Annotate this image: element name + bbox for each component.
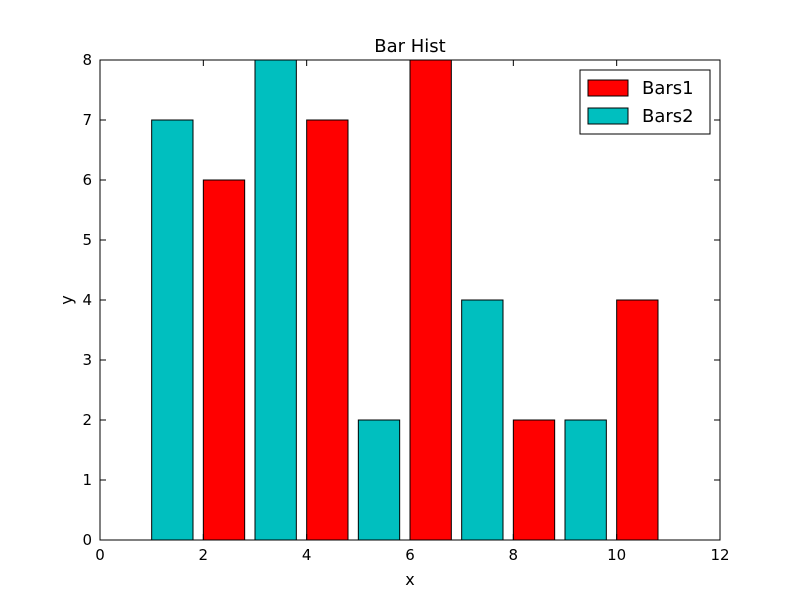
bar-bars1-2 xyxy=(409,59,452,541)
x-tick-label: 12 xyxy=(710,546,729,564)
x-tick-label: 8 xyxy=(509,546,519,564)
bar-bars1-0 xyxy=(202,179,246,541)
bar-bars2-2 xyxy=(357,419,401,541)
y-tick-label: 8 xyxy=(82,51,92,69)
bar-bars2-0 xyxy=(151,119,194,541)
y-tick-label: 2 xyxy=(82,411,92,429)
x-tick-label: 6 xyxy=(405,546,415,564)
x-axis-ticks: 0 2 4 6 8 10 12 xyxy=(95,60,730,564)
y-tick-label: 7 xyxy=(82,111,92,129)
bar-bars1-1 xyxy=(306,119,349,541)
x-axis-label: x xyxy=(405,570,414,589)
y-tick-label: 4 xyxy=(82,291,92,309)
y-tick-label: 5 xyxy=(82,231,92,249)
y-tick-label: 3 xyxy=(82,351,92,369)
legend-label-bars1: Bars1 xyxy=(642,78,694,99)
legend-swatch-bars2 xyxy=(587,107,629,125)
bar-bars2-1 xyxy=(254,59,297,541)
y-tick-label: 1 xyxy=(82,471,92,489)
chart-title: Bar Hist xyxy=(374,36,445,57)
bars-group xyxy=(151,59,659,541)
legend-label-bars2: Bars2 xyxy=(642,106,694,127)
bar-bars1-4 xyxy=(616,299,659,541)
bar-bars2-4 xyxy=(564,419,607,541)
legend-swatch-bars1 xyxy=(587,79,629,97)
y-axis-ticks: 0 1 2 3 4 5 6 7 8 xyxy=(82,51,720,549)
bar-bars2-3 xyxy=(461,299,504,541)
x-tick-label: 10 xyxy=(607,546,626,564)
x-tick-label: 2 xyxy=(199,546,209,564)
x-tick-label: 0 xyxy=(95,546,105,564)
bar-bars1-3 xyxy=(512,419,556,541)
x-tick-label: 4 xyxy=(302,546,312,564)
y-tick-label: 6 xyxy=(82,171,92,189)
legend: Bars1 Bars2 xyxy=(579,69,711,135)
y-tick-label: 0 xyxy=(82,531,92,549)
y-axis-label: y xyxy=(57,295,76,304)
